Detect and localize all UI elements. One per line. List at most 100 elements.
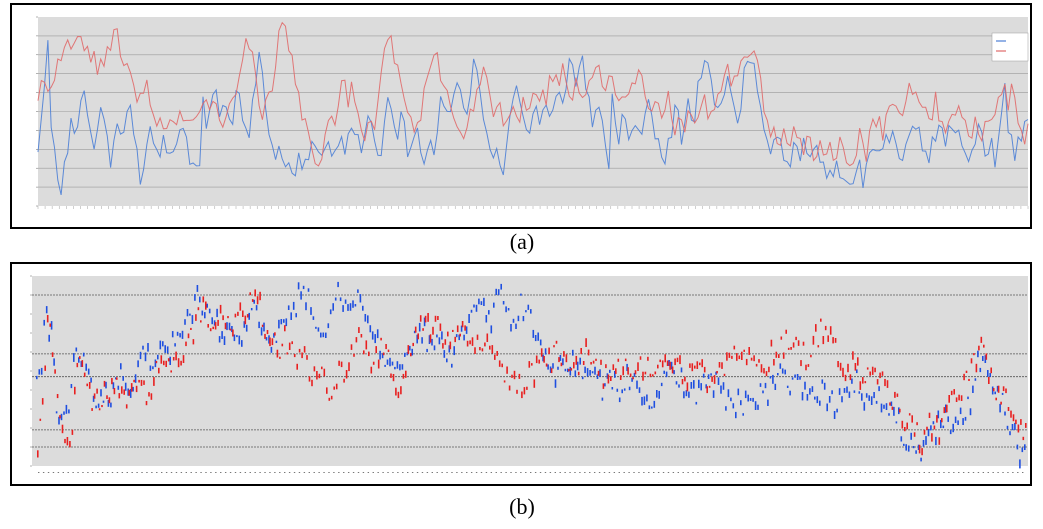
marker-1	[175, 351, 177, 361]
marker-1	[246, 314, 249, 318]
marker-0	[428, 335, 431, 344]
marker-1	[449, 341, 452, 350]
marker-1	[671, 366, 674, 374]
x-tick	[313, 472, 315, 473]
marker-0	[95, 405, 97, 409]
marker-0	[609, 369, 611, 373]
marker-0	[757, 404, 759, 410]
marker-1	[170, 370, 172, 373]
marker-0	[552, 363, 554, 369]
marker-0	[601, 397, 604, 401]
marker-0	[488, 310, 490, 315]
marker-0	[92, 395, 95, 402]
marker-1	[904, 427, 906, 432]
marker-1	[901, 420, 904, 429]
marker-1	[256, 296, 259, 305]
marker-1	[797, 340, 800, 346]
marker-0	[255, 305, 258, 311]
marker-0	[82, 352, 85, 357]
marker-0	[799, 376, 801, 380]
marker-1	[464, 325, 466, 331]
marker-0	[60, 413, 63, 421]
marker-0	[384, 364, 386, 367]
marker-1	[118, 393, 121, 399]
x-tick	[854, 472, 857, 473]
marker-1	[518, 373, 521, 379]
marker-0	[1014, 422, 1016, 430]
marker-1	[498, 360, 501, 367]
marker-0	[596, 374, 599, 379]
marker-1	[293, 354, 296, 358]
marker-1	[997, 385, 1000, 393]
x-tick	[667, 472, 670, 473]
x-tick	[948, 472, 950, 473]
x-tick	[884, 472, 886, 473]
marker-1	[239, 302, 242, 311]
marker-0	[589, 370, 591, 376]
marker-0	[972, 385, 974, 393]
marker-1	[597, 370, 600, 376]
marker-1	[637, 362, 639, 371]
marker-0	[848, 391, 851, 398]
marker-0	[478, 298, 480, 305]
x-tick	[643, 472, 645, 473]
x-tick	[938, 472, 940, 473]
marker-1	[474, 347, 476, 354]
marker-0	[579, 357, 581, 365]
marker-1	[995, 397, 997, 401]
marker-0	[401, 364, 404, 370]
marker-1	[459, 333, 461, 337]
marker-1	[442, 343, 444, 349]
marker-1	[968, 378, 970, 381]
marker-0	[618, 397, 621, 403]
marker-1	[414, 326, 417, 333]
marker-0	[752, 397, 754, 402]
marker-0	[819, 400, 821, 406]
marker-0	[65, 404, 68, 414]
x-tick	[633, 472, 635, 473]
marker-0	[399, 364, 401, 371]
marker-1	[197, 307, 200, 311]
x-tick	[756, 472, 758, 473]
marker-1	[933, 425, 936, 430]
marker-1	[738, 355, 741, 360]
marker-0	[312, 316, 315, 320]
marker-1	[634, 370, 637, 375]
marker-1	[1007, 407, 1010, 411]
marker-0	[888, 413, 890, 416]
marker-1	[219, 304, 222, 314]
x-tick	[539, 472, 542, 473]
marker-1	[881, 371, 884, 376]
x-tick	[662, 472, 665, 473]
x-tick	[387, 472, 389, 473]
marker-0	[105, 381, 107, 389]
x-tick	[608, 472, 611, 473]
x-tick	[47, 472, 50, 473]
marker-0	[534, 335, 537, 342]
marker-1	[728, 352, 731, 358]
marker-1	[795, 336, 797, 341]
marker-0	[932, 421, 935, 425]
legend-box	[991, 32, 1029, 62]
x-tick	[205, 472, 207, 473]
marker-0	[231, 326, 233, 333]
marker-1	[852, 351, 854, 360]
x-tick	[958, 472, 960, 473]
marker-1	[56, 394, 59, 399]
x-tick	[333, 472, 335, 473]
x-tick	[298, 472, 301, 473]
marker-0	[297, 282, 300, 290]
marker-0	[204, 312, 206, 319]
marker-0	[522, 316, 525, 322]
x-tick	[967, 472, 970, 473]
marker-1	[600, 359, 602, 365]
marker-1	[1017, 424, 1020, 433]
marker-0	[483, 297, 485, 306]
marker-1	[879, 372, 881, 379]
marker-1	[153, 377, 155, 386]
marker-1	[711, 376, 713, 382]
marker-0	[987, 370, 989, 377]
marker-1	[489, 345, 491, 350]
marker-1	[130, 383, 133, 392]
marker-1	[83, 372, 86, 377]
